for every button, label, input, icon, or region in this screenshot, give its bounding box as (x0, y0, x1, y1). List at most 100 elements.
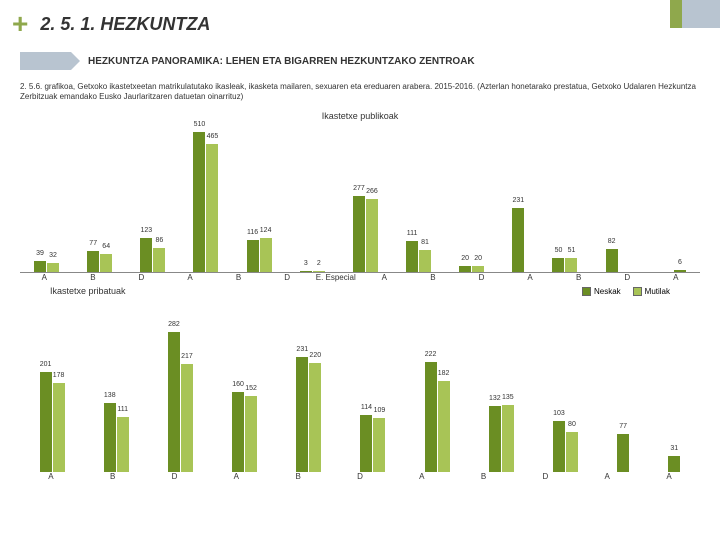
bar-m: 178 (53, 383, 65, 471)
bar-value: 135 (502, 394, 514, 401)
bar-value: 132 (489, 395, 501, 402)
x-label: A (652, 273, 701, 282)
bar-value: 51 (568, 247, 576, 254)
bar-value: 231 (512, 197, 524, 204)
bar-n: 39 (34, 261, 46, 272)
x-label: B (69, 273, 118, 282)
x-label: D (144, 472, 206, 481)
subtitle-bar: HEZKUNTZA PANORAMIKA: LEHEN ETA BIGARREN… (20, 52, 720, 70)
bar-n: 132 (489, 406, 501, 472)
bar-n: 116 (247, 240, 259, 272)
plus-icon: + (12, 8, 28, 40)
x-label: D (603, 273, 652, 282)
bar-group: 2020 (459, 266, 484, 271)
legend: Ikastetxe pribatuak Neskak Mutilak (20, 282, 700, 302)
bar-n: 231 (512, 208, 524, 271)
bar-group: 6 (674, 270, 686, 272)
bar-m: 86 (153, 248, 165, 272)
bar-m: 80 (566, 432, 578, 472)
bar-group: 138111 (104, 403, 129, 472)
bar-group: 82 (606, 249, 618, 272)
bar-m: 51 (565, 258, 577, 272)
x-label: D (457, 273, 506, 282)
bar-n: 201 (40, 372, 52, 472)
bar-n: 20 (459, 266, 471, 271)
bar-value: 31 (670, 445, 678, 452)
description: 2. 5.6. grafikoa, Getxoko ikastetxeetan … (0, 78, 720, 111)
subtitle: HEZKUNTZA PANORAMIKA: LEHEN ETA BIGARREN… (88, 56, 475, 67)
bar-value: 182 (438, 370, 450, 377)
bar-group: 10380 (553, 421, 578, 472)
bar-group: 231220 (296, 357, 321, 472)
page-title: 2. 5. 1. HEZKUNTZA (40, 14, 210, 35)
bar-group: 12386 (140, 238, 165, 272)
bar-group: 510465 (193, 132, 218, 272)
bar-value: 124 (260, 227, 272, 234)
bar-group: 282217 (168, 332, 193, 472)
bar-value: 82 (608, 238, 616, 245)
bar-value: 2 (317, 260, 321, 267)
swatch-m (633, 287, 642, 296)
x-label: D (515, 472, 577, 481)
bar-value: 39 (36, 250, 44, 257)
bar-m: 182 (438, 381, 450, 471)
bar-group: 222182 (425, 362, 450, 472)
corner-decoration (670, 0, 720, 28)
bar-m: 217 (181, 364, 193, 472)
x-label: B (453, 472, 515, 481)
bar-n: 277 (353, 196, 365, 272)
legend-neskak: Neskak (582, 286, 621, 298)
chart1-xlabels: ABDABDE. EspecialABDABDA (20, 273, 700, 282)
bar-value: 282 (168, 321, 180, 328)
bar-n: 3 (300, 271, 312, 272)
bar-m: 111 (117, 417, 129, 472)
bar-m: 124 (260, 238, 272, 272)
bar-group: 231 (512, 208, 524, 271)
x-label: B (409, 273, 458, 282)
x-label: A (360, 273, 409, 282)
x-label: A (20, 273, 69, 282)
bar-m: 109 (373, 418, 385, 472)
bar-m: 465 (206, 144, 218, 272)
bar-m: 81 (419, 250, 431, 272)
bar-n: 82 (606, 249, 618, 272)
bar-value: 222 (425, 351, 437, 358)
bar-n: 510 (193, 132, 205, 272)
bar-value: 111 (117, 406, 128, 413)
x-label: A (205, 472, 267, 481)
bar-value: 114 (361, 404, 372, 411)
legend-mutilak: Mutilak (633, 286, 670, 298)
bar-value: 50 (555, 247, 563, 254)
bar-n: 77 (87, 251, 99, 272)
bar-value: 217 (181, 353, 193, 360)
bar-value: 465 (207, 133, 219, 140)
bar-group: 32 (300, 271, 325, 272)
bar-n: 50 (552, 258, 564, 272)
bar-value: 77 (89, 240, 97, 247)
chart1-title: Ikastetxe publikoak (20, 111, 700, 121)
bar-n: 123 (140, 238, 152, 272)
bar-value: 178 (53, 372, 65, 379)
bar-group: 277266 (353, 196, 378, 272)
x-label: A (166, 273, 215, 282)
bar-group: 160152 (232, 392, 257, 471)
x-label: A (20, 472, 82, 481)
bar-value: 81 (421, 239, 429, 246)
bar-n: 31 (668, 456, 680, 471)
bar-group: 3932 (34, 261, 59, 272)
bar-value: 6 (678, 259, 682, 266)
bar-m: 2 (313, 271, 325, 272)
bar-value: 123 (141, 227, 153, 234)
bar-m: 152 (245, 396, 257, 471)
x-label: B (82, 472, 144, 481)
bar-value: 77 (619, 423, 627, 430)
bar-value: 32 (49, 252, 57, 259)
bar-value: 266 (366, 188, 378, 195)
bar-value: 109 (374, 407, 386, 414)
x-label: B (214, 273, 263, 282)
arrow-tag-icon (20, 52, 80, 70)
bar-value: 138 (104, 392, 116, 399)
bar-value: 103 (553, 410, 565, 417)
bar-value: 510 (194, 121, 206, 128)
header: + 2. 5. 1. HEZKUNTZA (0, 0, 720, 48)
